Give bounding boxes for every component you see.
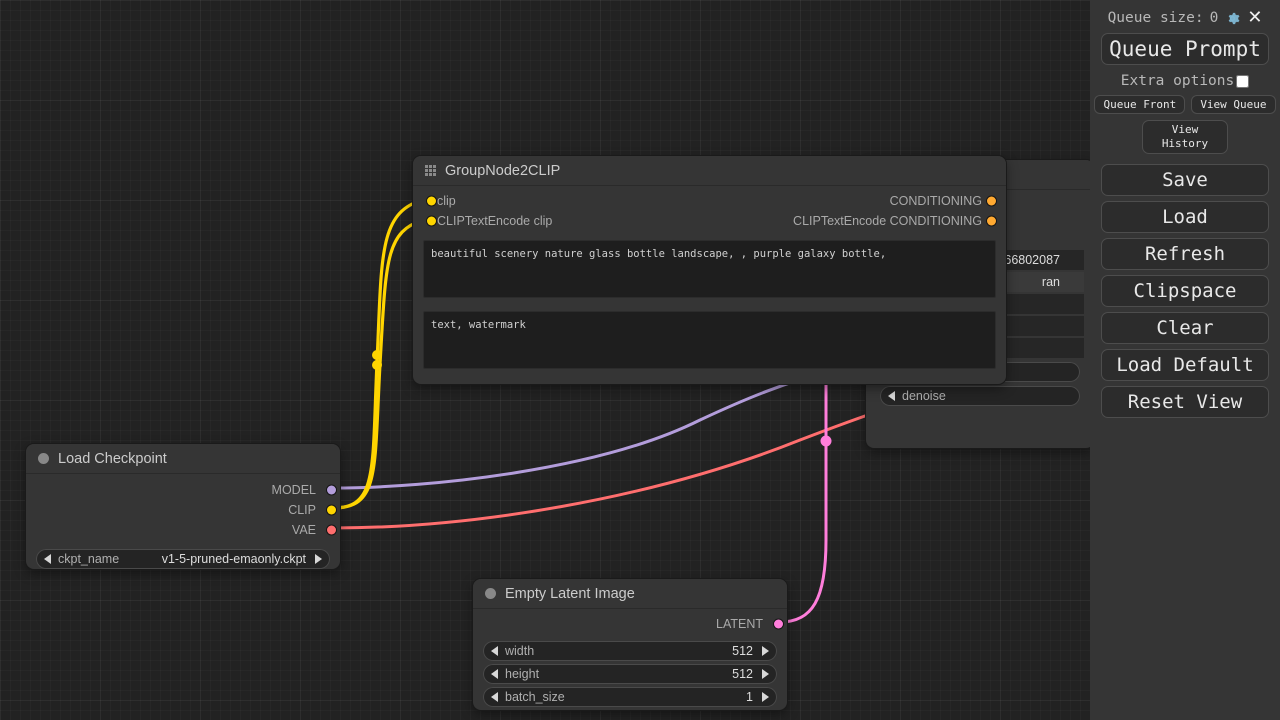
drag-handle-icon[interactable]: [425, 165, 436, 176]
queue-size-row: Queue size: 0 ✕: [1108, 9, 1263, 27]
negative-prompt-textarea[interactable]: text, watermark: [423, 311, 996, 369]
widget-denoise-label: denoise: [902, 389, 946, 403]
gear-icon[interactable]: [1224, 10, 1241, 27]
widget-height-prev-icon[interactable]: [491, 669, 498, 679]
output-pin-clip[interactable]: [327, 505, 336, 515]
output-slot-vae-label: VAE: [291, 523, 316, 537]
output-pin-model[interactable]: [327, 485, 336, 495]
node-load-checkpoint[interactable]: Load Checkpoint MODEL CLIP VAE ckpt: [26, 444, 340, 569]
widget-width-next-icon[interactable]: [762, 646, 769, 656]
queue-front-button[interactable]: Queue Front: [1094, 95, 1186, 114]
widget-denoise-prev-icon[interactable]: [888, 391, 895, 401]
input-slot-cliptextencode-clip-label: CLIPTextEncode clip: [437, 214, 553, 228]
extra-options-label: Extra options: [1120, 73, 1235, 89]
widget-ckpt-prev-icon[interactable]: [44, 554, 51, 564]
load-button[interactable]: Load: [1101, 200, 1269, 233]
widget-height-next-icon[interactable]: [762, 669, 769, 679]
widget-ckpt-name-value: v1-5-pruned-emaonly.ckpt: [161, 552, 306, 566]
widget-batch-size-prev-icon[interactable]: [491, 692, 498, 702]
close-icon[interactable]: ✕: [1247, 7, 1263, 28]
output-pin-vae[interactable]: [327, 525, 336, 535]
queue-size-label: Queue size:: [1107, 10, 1204, 26]
widget-batch-size[interactable]: batch_size 1: [483, 687, 777, 707]
node-empty-latent-image[interactable]: Empty Latent Image LATENT width 512 heig…: [473, 579, 787, 710]
collapse-dot-icon[interactable]: [38, 453, 49, 464]
input-slot-cliptextencode-clip[interactable]: CLIPTextEncode clip: [413, 211, 710, 231]
output-slot-conditioning-label: CONDITIONING: [889, 194, 982, 208]
clipspace-button[interactable]: Clipspace: [1101, 274, 1269, 307]
view-history-line2: History: [1161, 136, 1209, 150]
widget-width-label: width: [505, 644, 535, 658]
node-groupnode2clip[interactable]: GroupNode2CLIP clip CONDITIONING: [413, 156, 1006, 384]
input-pin-clip[interactable]: [427, 196, 436, 206]
output-slot-model[interactable]: MODEL: [26, 480, 340, 500]
widget-seed-value: 1566802087: [990, 253, 1060, 267]
widget-batch-size-next-icon[interactable]: [762, 692, 769, 702]
widget-control-value: ran: [1041, 275, 1060, 289]
view-history-line1: View: [1171, 123, 1199, 136]
empty-latent-title-bar[interactable]: Empty Latent Image: [473, 579, 787, 609]
view-history-button[interactable]: View History: [1142, 120, 1228, 154]
load-default-button[interactable]: Load Default: [1101, 348, 1269, 381]
input-slot-clip-label: clip: [437, 194, 456, 208]
output-slot-clip-label: CLIP: [288, 503, 316, 517]
groupnode2clip-title-text: GroupNode2CLIP: [445, 162, 561, 179]
refresh-button[interactable]: Refresh: [1101, 237, 1269, 270]
input-pin-cliptextencode-clip[interactable]: [427, 216, 436, 226]
widget-batch-size-value: 1: [746, 690, 753, 704]
widget-width[interactable]: width 512: [483, 641, 777, 661]
output-slot-model-label: MODEL: [271, 483, 316, 497]
widget-width-prev-icon[interactable]: [491, 646, 498, 656]
widget-height-value: 512: [732, 667, 753, 681]
save-button[interactable]: Save: [1101, 163, 1269, 196]
comfy-menu-panel: Queue size: 0 ✕ Queue Prompt Extra optio…: [1090, 0, 1280, 720]
input-slot-clip[interactable]: clip: [413, 191, 710, 211]
output-slot-cliptextencode-conditioning[interactable]: CLIPTextEncode CONDITIONING: [650, 211, 1006, 231]
widget-ckpt-next-icon[interactable]: [315, 554, 322, 564]
groupnode2clip-title-bar[interactable]: GroupNode2CLIP: [413, 156, 1006, 186]
queue-size-count: 0: [1209, 10, 1219, 26]
load-checkpoint-title-text: Load Checkpoint: [58, 450, 167, 467]
widget-ckpt-name[interactable]: ckpt_name v1-5-pruned-emaonly.ckpt: [36, 549, 330, 569]
widget-height-label: height: [505, 667, 540, 681]
output-slot-conditioning[interactable]: CONDITIONING: [710, 191, 1007, 211]
output-slot-vae[interactable]: VAE: [26, 520, 340, 540]
reset-view-button[interactable]: Reset View: [1101, 385, 1269, 418]
load-checkpoint-title-bar[interactable]: Load Checkpoint: [26, 444, 340, 474]
queue-controls-row: Queue Front View Queue: [1094, 95, 1276, 114]
graph-canvas[interactable]: 1566802087 te ran scheduler denoise: [0, 0, 1090, 720]
queue-prompt-button[interactable]: Queue Prompt: [1101, 33, 1269, 65]
output-slot-clip[interactable]: CLIP: [26, 500, 340, 520]
widget-width-value: 512: [732, 644, 753, 658]
widget-denoise[interactable]: denoise: [880, 386, 1080, 406]
output-pin-cliptextencode-conditioning[interactable]: [987, 216, 996, 226]
output-slot-cliptextencode-conditioning-label: CLIPTextEncode CONDITIONING: [793, 214, 982, 228]
widget-height[interactable]: height 512: [483, 664, 777, 684]
output-slot-latent-label: LATENT: [716, 617, 763, 631]
clear-button[interactable]: Clear: [1101, 311, 1269, 344]
output-pin-latent[interactable]: [774, 619, 783, 629]
widget-ckpt-name-label: ckpt_name: [58, 552, 120, 566]
extra-options-row[interactable]: Extra options: [1121, 73, 1250, 89]
collapse-dot-icon[interactable]: [485, 588, 496, 599]
view-queue-button[interactable]: View Queue: [1191, 95, 1276, 114]
empty-latent-title-text: Empty Latent Image: [505, 585, 635, 602]
output-slot-latent[interactable]: LATENT: [473, 614, 787, 634]
positive-prompt-textarea[interactable]: beautiful scenery nature glass bottle la…: [423, 240, 996, 298]
widget-batch-size-label: batch_size: [505, 690, 565, 704]
extra-options-checkbox[interactable]: [1236, 74, 1250, 88]
output-pin-conditioning[interactable]: [987, 196, 996, 206]
